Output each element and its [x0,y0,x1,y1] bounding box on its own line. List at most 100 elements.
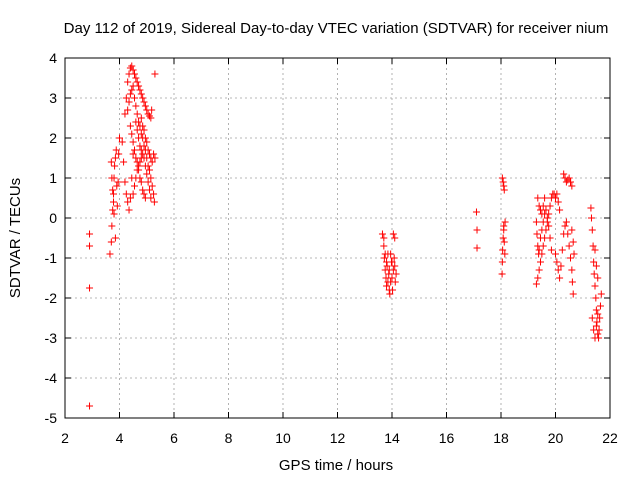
data-point [135,134,143,142]
data-point [113,182,121,190]
data-point [121,110,129,118]
x-tick-label: 18 [493,430,509,446]
data-point [86,402,94,410]
data-point [590,326,598,334]
data-point [389,286,397,294]
data-point [535,250,543,258]
data-point [592,262,600,270]
data-point [594,274,602,282]
data-point [130,70,138,78]
data-point [591,334,599,342]
data-point [124,78,132,86]
y-tick-label: -1 [45,250,58,266]
data-point [111,234,119,242]
data-point [556,206,564,214]
data-point [592,294,600,302]
data-point [144,146,152,154]
data-point [535,246,543,254]
data-point [107,238,115,246]
y-tick-labels: -5 -4 -3 -2 -1 0 1 2 3 4 [45,50,58,426]
data-point [129,82,137,90]
data-point [596,302,604,310]
axis-ticks [64,57,611,419]
y-tick-label: 0 [49,210,57,226]
data-point [386,290,394,298]
y-tick-label: 3 [49,90,57,106]
data-point [106,250,114,258]
data-point [130,182,138,190]
data-point [568,182,576,190]
x-axis-label: GPS time / hours [279,457,393,474]
data-point [143,170,151,178]
x-tick-labels: 2 4 6 8 10 12 14 16 18 20 22 [61,430,618,446]
y-tick-label: -4 [45,370,58,386]
y-tick-label: 4 [49,50,57,66]
chart-title: Day 112 of 2019, Sidereal Day-to-day VTE… [64,20,609,37]
data-point [500,226,508,234]
data-point [498,174,506,182]
data-point [145,166,153,174]
data-point [552,194,559,202]
data-point [139,94,147,102]
data-point [128,62,136,70]
data-point [113,202,121,210]
data-point [107,158,115,166]
data-point [130,94,138,102]
data-point [147,194,155,202]
data-point [143,138,151,146]
x-tick-label: 12 [330,430,346,446]
data-point [594,330,602,338]
data-point [147,114,155,122]
data-point [543,214,551,222]
data-point [126,194,134,202]
data-point [150,198,158,206]
data-point [129,190,137,198]
x-tick-label: 8 [225,430,233,446]
data-point [498,258,506,266]
x-tick-label: 22 [602,430,618,446]
data-point [546,234,554,242]
data-point [387,250,395,258]
data-point [534,274,542,282]
data-point [111,162,119,170]
data-point [547,246,555,254]
x-tick-label: 4 [116,430,124,446]
data-point [139,186,147,194]
data-point [565,174,573,182]
data-point [125,98,133,106]
data-point [137,114,145,122]
data-point [558,246,566,254]
data-point [588,226,596,234]
data-point [120,158,128,166]
data-point [557,262,565,270]
data-point [148,158,156,166]
y-tick-label: 1 [49,170,57,186]
data-point [562,218,570,226]
data-point [148,106,156,114]
data-point [382,274,390,282]
data-point [141,134,149,142]
data-point [383,262,391,270]
data-point [380,254,388,262]
data-point [86,284,94,292]
data-point [140,98,148,106]
data-point [499,246,507,254]
data-point [122,94,130,102]
data-point [388,274,396,282]
data-point [560,170,568,178]
data-point [537,258,545,266]
data-point [129,150,137,158]
data-point [385,270,393,278]
data-point [552,250,559,258]
data-point [378,230,386,238]
data-point [133,126,141,134]
data-point [568,278,576,286]
data-points [86,62,605,410]
data-point [110,198,118,206]
data-point [472,208,480,216]
data-point [121,178,129,186]
data-point [500,238,508,246]
data-point [148,182,156,190]
x-tick-label: 10 [275,430,291,446]
